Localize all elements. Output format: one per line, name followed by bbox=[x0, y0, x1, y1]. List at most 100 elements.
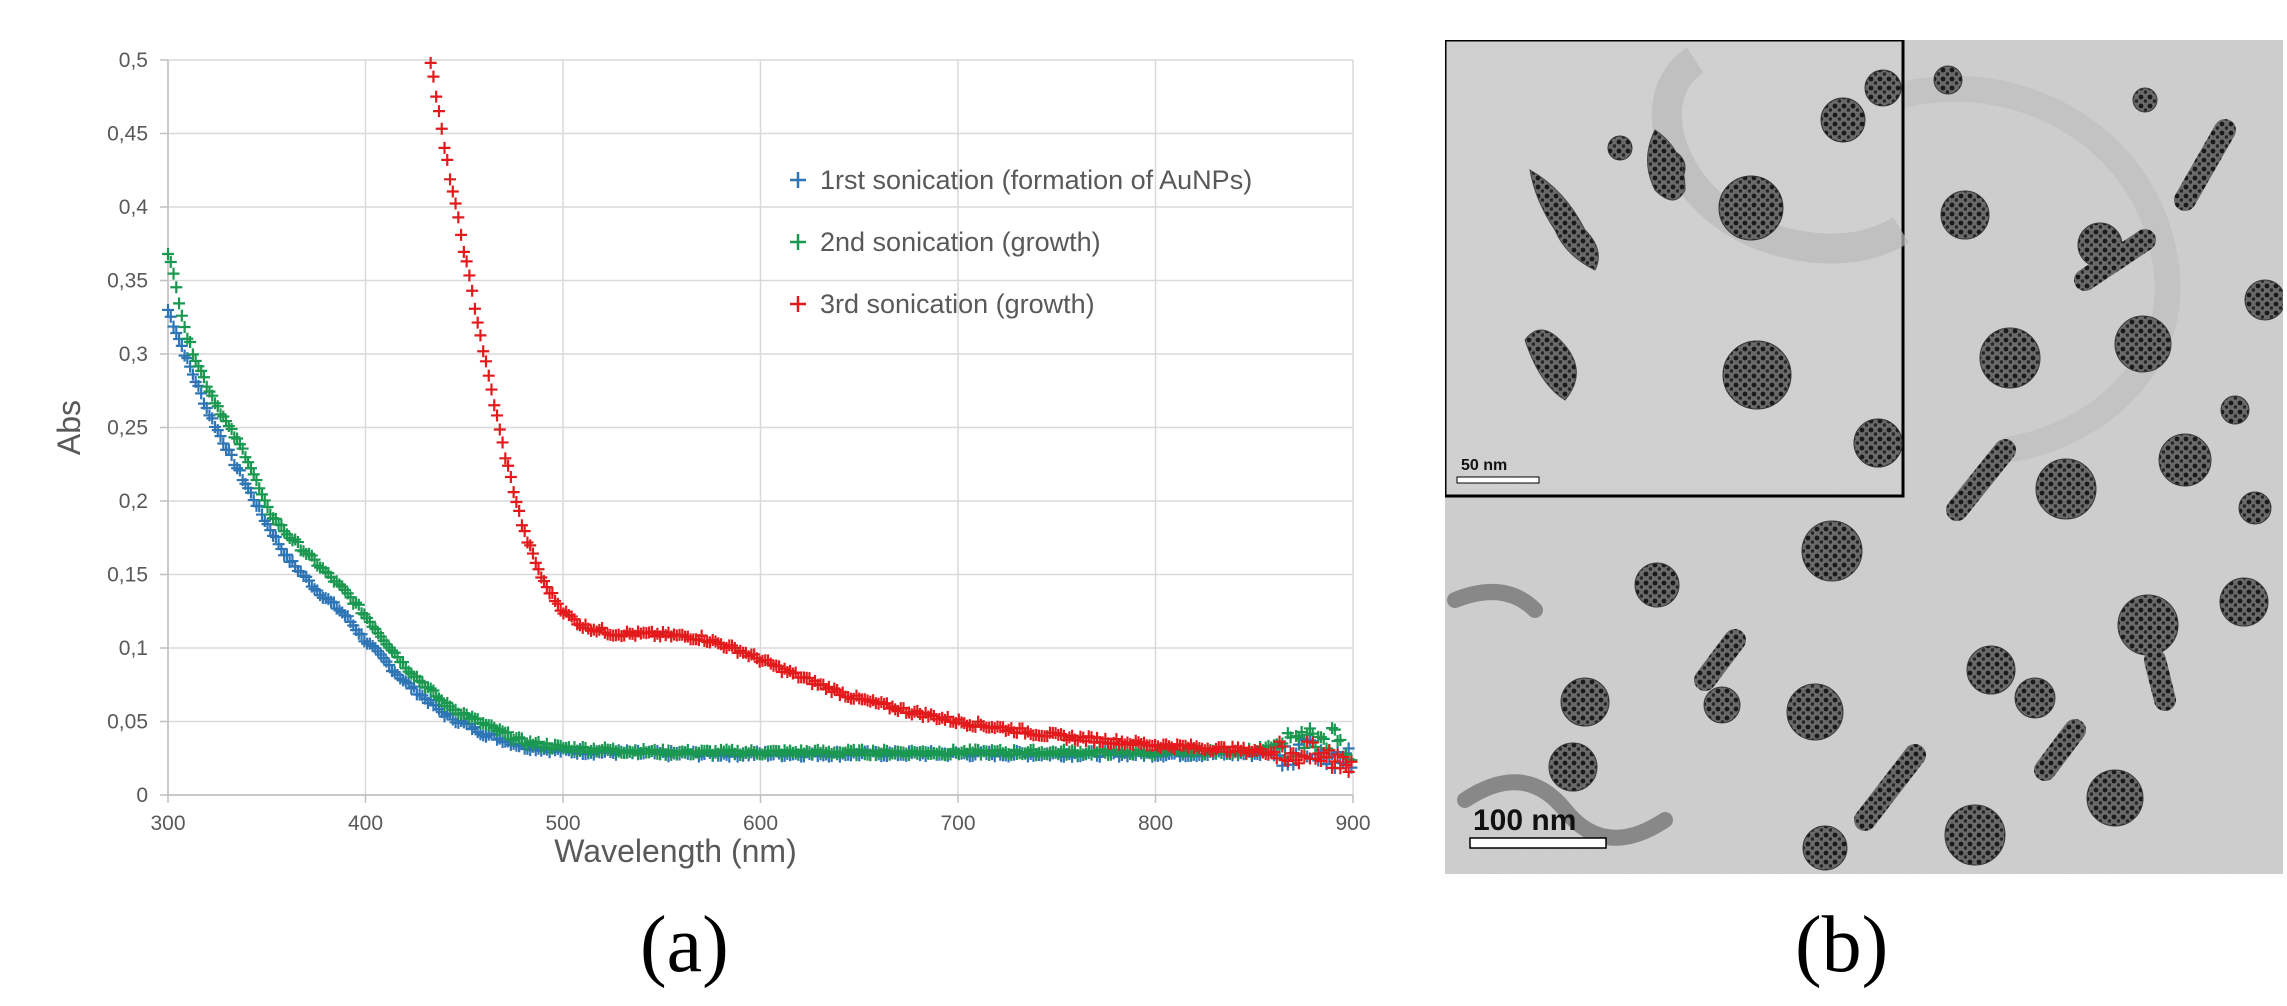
data-point bbox=[275, 542, 288, 555]
nanoparticle bbox=[2238, 491, 2272, 525]
data-point bbox=[258, 494, 271, 507]
data-point bbox=[842, 690, 855, 703]
data-point bbox=[1270, 752, 1283, 765]
data-point bbox=[513, 504, 526, 517]
data-point bbox=[889, 703, 902, 716]
data-point bbox=[1268, 746, 1280, 759]
data-point bbox=[275, 519, 288, 532]
data-point bbox=[797, 747, 810, 760]
data-point bbox=[383, 659, 396, 672]
main-scale-label: 100 nm bbox=[1473, 804, 1576, 837]
data-point bbox=[491, 409, 504, 422]
data-point bbox=[502, 726, 515, 739]
data-point bbox=[822, 680, 835, 693]
nanoparticle bbox=[1801, 520, 1863, 582]
data-point bbox=[178, 349, 191, 362]
data-point bbox=[676, 745, 689, 758]
data-point bbox=[291, 536, 304, 549]
y-tick-label: 0,2 bbox=[119, 490, 148, 513]
data-point bbox=[593, 623, 606, 636]
data-point bbox=[402, 665, 415, 678]
data-point bbox=[1345, 755, 1358, 768]
data-point bbox=[734, 644, 747, 657]
data-point bbox=[632, 625, 645, 638]
data-point bbox=[1151, 740, 1164, 753]
data-point bbox=[759, 747, 772, 760]
inset-image: 50 nm bbox=[1443, 38, 1909, 498]
data-point bbox=[435, 122, 448, 135]
data-point bbox=[206, 412, 219, 425]
inset-aggregate bbox=[1647, 129, 1686, 201]
data-point bbox=[1135, 738, 1148, 751]
y-tick-label: 0,35 bbox=[107, 270, 148, 293]
x-axis-title: Wavelength (nm) bbox=[554, 833, 796, 869]
data-point bbox=[441, 153, 454, 166]
data-point bbox=[532, 563, 545, 576]
y-tick-label: 0,25 bbox=[107, 417, 148, 440]
data-point bbox=[468, 302, 481, 315]
nanoparticle bbox=[2014, 677, 2056, 719]
data-point bbox=[1138, 736, 1151, 749]
data-point bbox=[748, 745, 761, 758]
data-point bbox=[604, 743, 617, 756]
data-point bbox=[162, 247, 174, 260]
data-point bbox=[233, 464, 246, 477]
data-point bbox=[460, 255, 473, 268]
data-point bbox=[499, 452, 512, 465]
data-point bbox=[1315, 731, 1328, 744]
data-point bbox=[1303, 722, 1316, 735]
data-point bbox=[1162, 740, 1175, 753]
nanoparticle bbox=[2158, 433, 2212, 487]
data-point bbox=[1209, 743, 1222, 756]
data-point bbox=[709, 635, 722, 648]
data-point bbox=[1295, 726, 1308, 739]
data-point bbox=[831, 683, 844, 696]
data-point bbox=[250, 474, 263, 487]
data-point bbox=[247, 468, 260, 481]
data-point bbox=[1334, 733, 1347, 746]
nanoparticle bbox=[2035, 458, 2097, 520]
data-point bbox=[405, 667, 418, 680]
data-point bbox=[399, 675, 412, 688]
data-point bbox=[471, 316, 484, 329]
data-point bbox=[1320, 751, 1333, 764]
data-point bbox=[1323, 744, 1336, 757]
data-point bbox=[557, 607, 570, 620]
data-point bbox=[203, 409, 216, 422]
inset-nanoparticle bbox=[1607, 135, 1633, 161]
data-point bbox=[170, 281, 183, 294]
data-point bbox=[173, 297, 186, 310]
tem-micrograph: 50 nm 100 nm bbox=[1443, 38, 2286, 874]
data-point bbox=[817, 744, 830, 757]
data-point bbox=[1292, 757, 1305, 770]
data-point bbox=[413, 674, 426, 687]
nanoparticle bbox=[2114, 315, 2172, 373]
data-point bbox=[162, 303, 174, 316]
data-point bbox=[170, 327, 183, 340]
data-point bbox=[449, 197, 462, 210]
data-point bbox=[510, 495, 523, 508]
data-point bbox=[958, 745, 971, 758]
nanoparticle bbox=[1933, 65, 1963, 95]
data-point bbox=[883, 748, 896, 761]
nanoparticle bbox=[1979, 327, 2041, 389]
data-point bbox=[1063, 731, 1076, 744]
data-point bbox=[341, 610, 354, 623]
data-point bbox=[676, 628, 689, 641]
data-point bbox=[999, 746, 1012, 759]
nanoparticle-aggregate bbox=[1447, 584, 1543, 618]
data-point bbox=[253, 482, 266, 495]
x-tick-label: 900 bbox=[1335, 812, 1370, 835]
data-point bbox=[958, 717, 971, 730]
data-point bbox=[833, 688, 846, 701]
data-point bbox=[692, 746, 705, 759]
data-point bbox=[424, 56, 437, 69]
nanoparticle bbox=[1786, 683, 1844, 741]
data-point bbox=[679, 746, 692, 759]
data-point bbox=[521, 536, 534, 549]
data-point bbox=[869, 749, 882, 762]
data-point bbox=[200, 401, 213, 414]
data-point bbox=[231, 462, 244, 475]
data-point bbox=[764, 657, 777, 670]
data-point bbox=[366, 620, 379, 633]
